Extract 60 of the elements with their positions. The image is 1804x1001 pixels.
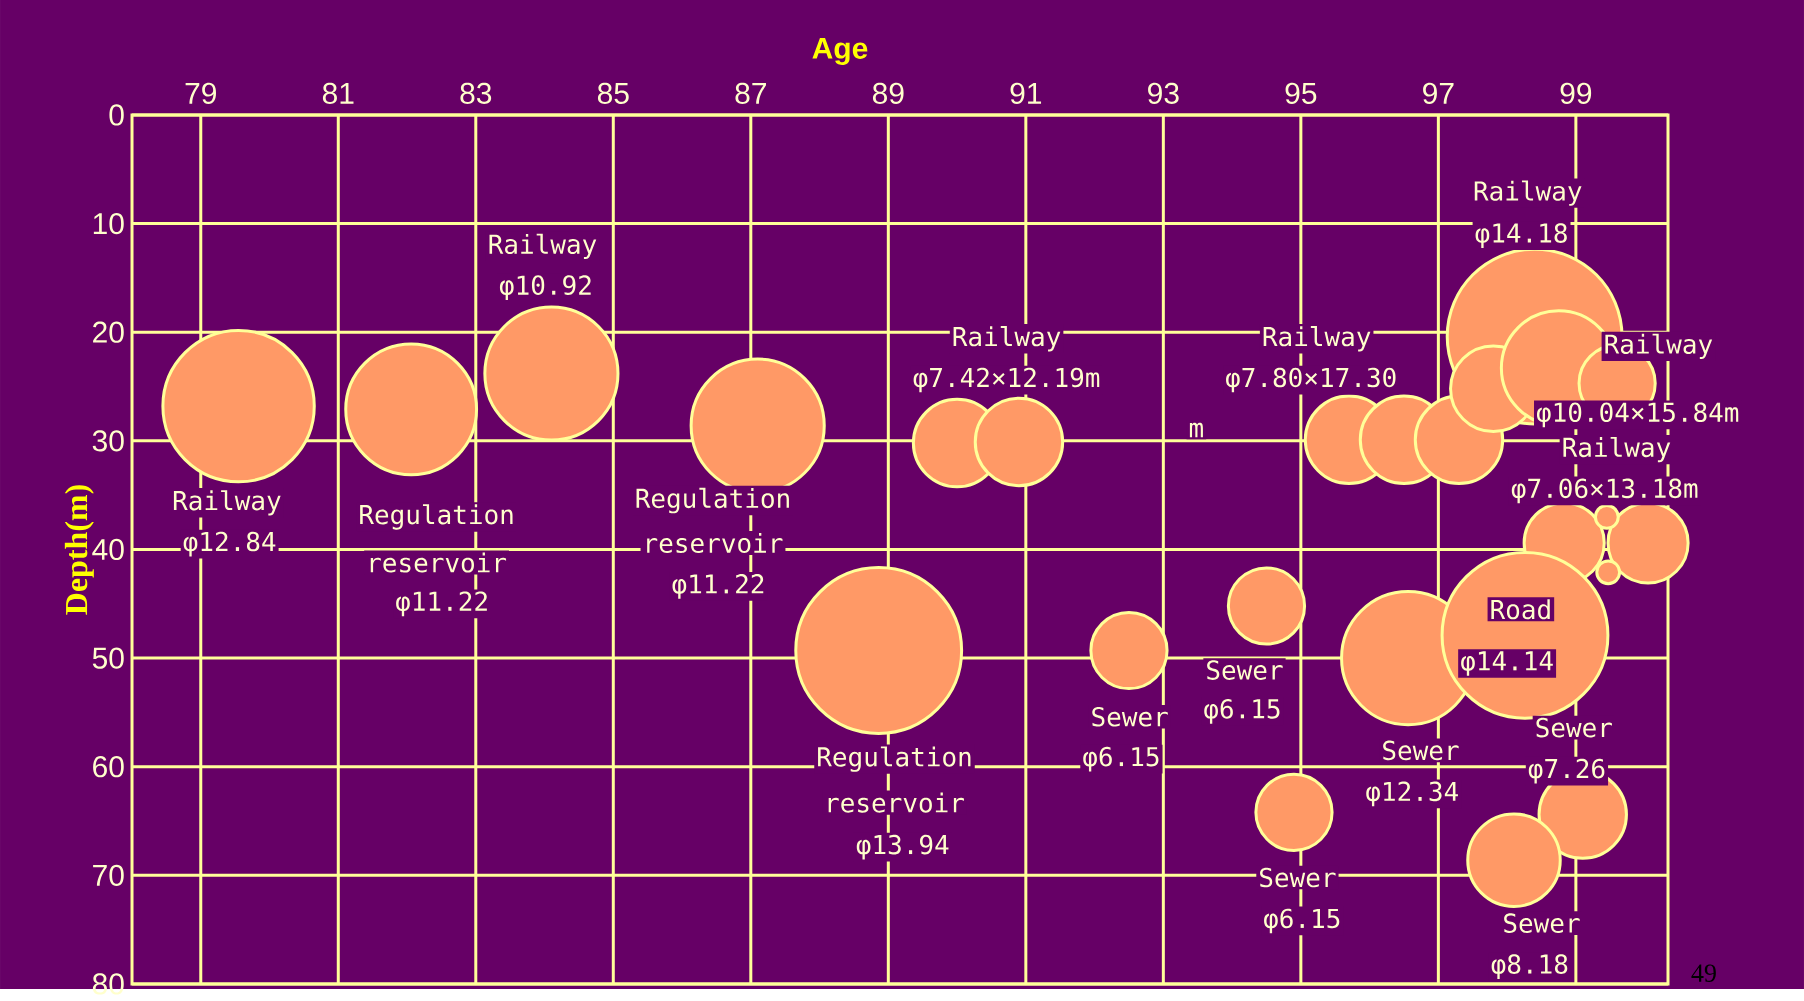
annotation: φ8.18 xyxy=(1491,954,1568,979)
annotation: φ6.15 xyxy=(1083,746,1159,772)
x-tick-label: 83 xyxy=(460,82,492,104)
annotation: φ12.34 xyxy=(1366,781,1458,807)
annotation: reservoir xyxy=(647,532,783,553)
annotation: φ11.22 xyxy=(396,591,487,617)
annotation: φ7.42×12.19m xyxy=(913,367,1100,393)
x-tick-label: 99 xyxy=(1560,82,1592,104)
annotation: Sewer xyxy=(1092,706,1168,727)
annotation: φ10.92 xyxy=(499,275,591,300)
annotation: Railway xyxy=(1605,333,1713,359)
annotation: Sewer xyxy=(1383,740,1459,761)
annotation: φ6.15 xyxy=(1264,908,1340,934)
x-tick-label: 91 xyxy=(1010,82,1042,104)
annotation: Railway xyxy=(173,490,281,516)
annotation: φ13.94 xyxy=(856,834,949,860)
annotation: Road xyxy=(1491,599,1550,620)
annotation: Railway xyxy=(489,233,597,259)
x-tick-label: 85 xyxy=(597,82,629,104)
annotation: Regulation xyxy=(360,504,513,530)
annotation: Railway xyxy=(953,325,1061,352)
y-tick-label: 0 xyxy=(109,104,124,126)
annotation: φ11.22 xyxy=(672,573,764,599)
annotation: φ10.04×15.84m xyxy=(1536,402,1739,428)
annotation: Sewer xyxy=(1536,717,1612,738)
y-tick-label: 20 xyxy=(93,321,124,343)
y-tick-label: 70 xyxy=(93,864,124,886)
y-tick-label: 40 xyxy=(92,538,124,560)
annotation: φ7.26 xyxy=(1528,758,1605,784)
annotation: Sewer xyxy=(1504,913,1580,933)
annotation: reservoir xyxy=(370,552,507,573)
annotation: Railway xyxy=(1263,325,1371,352)
text: 49 xyxy=(1691,964,1716,982)
annotation: φ14.14 xyxy=(1461,651,1553,676)
y-tick-label: 50 xyxy=(92,647,124,669)
x-tick-label: 81 xyxy=(322,82,354,104)
x-tick-label: 79 xyxy=(185,82,217,104)
annotation: φ7.80×17.30 xyxy=(1226,367,1396,393)
annotation: φ14.18 xyxy=(1475,223,1567,248)
annotation: Railway xyxy=(1563,436,1671,463)
annotation: φ12.84 xyxy=(183,531,276,557)
y-tick-label: 30 xyxy=(92,430,124,452)
y-tick-label: 10 xyxy=(93,212,124,235)
x-axis-title: Age xyxy=(812,37,868,65)
annotation: m xyxy=(1189,422,1203,438)
x-tick-label: 93 xyxy=(1148,82,1179,104)
annotation: Railway xyxy=(1474,180,1582,206)
annotation: φ7.06×13.18m xyxy=(1511,478,1698,504)
x-tick-label: 97 xyxy=(1423,82,1454,104)
annotation: reservoir xyxy=(828,792,964,813)
x-tick-label: 95 xyxy=(1285,82,1317,104)
annotation: Regulation xyxy=(636,487,789,514)
annotation: Sewer xyxy=(1207,660,1283,680)
x-tick-label: 87 xyxy=(735,82,766,104)
annotation: φ6.15 xyxy=(1204,698,1280,724)
y-axis-title: Depth(m) xyxy=(64,485,94,615)
x-tick-label: 89 xyxy=(872,82,904,104)
annotation: Sewer xyxy=(1260,867,1336,888)
annotation: Regulation xyxy=(818,746,971,772)
y-tick-label: 60 xyxy=(93,755,124,778)
